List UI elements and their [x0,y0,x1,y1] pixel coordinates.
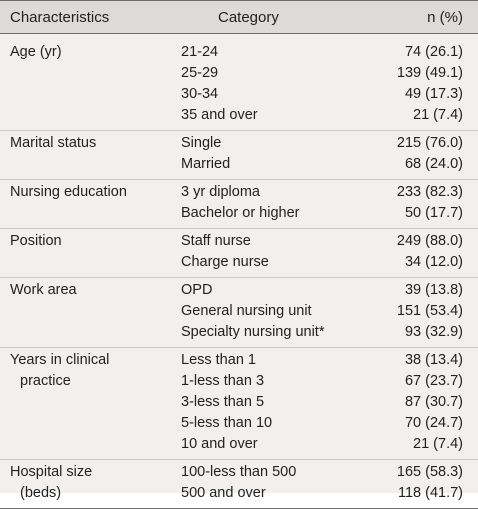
category-cell: 3-less than 5 [181,394,265,410]
n-cell: 165 (58.3) [396,464,463,480]
n-cell: 151 (53.4) [396,303,463,319]
table-row: 3 yr diploma 233 (82.3) [0,182,478,203]
table-row: Bachelor or higher 50 (17.7) [0,203,478,224]
group-label: Age (yr) [10,42,160,63]
table-body: Age (yr) 21-24 74 (26.1) 25-29 139 (49.1) … [0,40,478,509]
group-label-line: practice [20,373,71,389]
n-cell: 139 (49.1) [396,65,463,81]
n-cell: 87 (30.7) [404,394,463,410]
n-cell: 215 (76.0) [396,135,463,151]
n-cell: 49 (17.3) [404,86,463,102]
group-hospital-size: Hospital size (beds) 100-less than 500 16… [0,460,478,509]
category-cell: 1-less than 3 [181,373,265,389]
table-row: 21-24 74 (26.1) [0,42,478,63]
table-row: 1-less than 3 67 (23.7) [0,371,478,392]
group-label-line: Age (yr) [10,44,62,60]
group-label-line: Years in clinical [10,352,110,368]
n-cell: 39 (13.8) [404,282,463,298]
n-cell: 74 (26.1) [404,44,463,60]
group-position: Position Staff nurse 249 (88.0) Charge nu… [0,229,478,278]
category-cell: 30-34 [181,86,219,102]
category-cell: 35 and over [181,107,258,123]
header-category: Category [218,9,279,26]
table-row: General nursing unit 151 (53.4) [0,301,478,322]
table-row: 100-less than 500 165 (58.3) [0,462,478,483]
group-years-in-clinical-practice: Years in clinical practice Less than 1 38… [0,348,478,460]
group-label-line: Marital status [10,135,97,151]
n-cell: 38 (13.4) [404,352,463,368]
group-label-line: Work area [10,282,77,298]
category-cell: General nursing unit [181,303,312,319]
category-cell: Single [181,135,222,151]
n-cell: 34 (12.0) [404,254,463,270]
category-cell: Bachelor or higher [181,205,300,221]
group-label: Years in clinical practice [10,350,160,392]
header-characteristics: Characteristics [10,9,110,26]
table-row: 35 and over 21 (7.4) [0,105,478,126]
table-row: 5-less than 10 70 (24.7) [0,413,478,434]
category-cell: 3 yr diploma [181,184,260,200]
n-cell: 50 (17.7) [404,205,463,221]
table-row: Staff nurse 249 (88.0) [0,231,478,252]
table-row: Specialty nursing unit* 93 (32.9) [0,322,478,343]
group-label-line: Nursing education [10,184,127,200]
group-label-line: Hospital size [10,464,93,480]
category-cell: 10 and over [181,436,258,452]
n-cell: 249 (88.0) [396,233,463,249]
group-label: Nursing education [10,182,160,203]
table-row: 500 and over 118 (41.7) [0,483,478,504]
category-cell: Staff nurse [181,233,251,249]
category-cell: Less than 1 [181,352,256,368]
group-label: Work area [10,280,160,301]
table-row: Single 215 (76.0) [0,133,478,154]
header-n-percent: n (%) [427,9,463,26]
category-cell: OPD [181,282,213,298]
n-cell: 70 (24.7) [404,415,463,431]
table-row: Married 68 (24.0) [0,154,478,175]
table-row: Less than 1 38 (13.4) [0,350,478,371]
category-cell: Charge nurse [181,254,269,270]
n-cell: 233 (82.3) [396,184,463,200]
category-cell: 21-24 [181,44,219,60]
category-cell: 100-less than 500 [181,464,297,480]
category-cell: Married [181,156,231,172]
n-cell: 21 (7.4) [413,436,463,452]
n-cell: 93 (32.9) [404,324,463,340]
table-row: Charge nurse 34 (12.0) [0,252,478,273]
table-header: Characteristics Category n (%) [0,0,478,34]
n-cell: 21 (7.4) [413,107,463,123]
n-cell: 118 (41.7) [397,485,463,501]
category-cell: 25-29 [181,65,219,81]
table-row: 3-less than 5 87 (30.7) [0,392,478,413]
n-cell: 67 (23.7) [404,373,463,389]
category-cell: Specialty nursing unit* [181,324,325,340]
group-label-line: Position [10,233,62,249]
table-row: OPD 39 (13.8) [0,280,478,301]
category-cell: 5-less than 10 [181,415,273,431]
category-cell: 500 and over [181,485,266,501]
group-work-area: Work area OPD 39 (13.8) General nursing u… [0,278,478,348]
table-row: 10 and over 21 (7.4) [0,434,478,455]
group-marital-status: Marital status Single 215 (76.0) Married 6… [0,131,478,180]
table-row: 30-34 49 (17.3) [0,84,478,105]
group-nursing-education: Nursing education 3 yr diploma 233 (82.3)… [0,180,478,229]
n-cell: 68 (24.0) [404,156,463,172]
group-label: Marital status [10,133,160,154]
group-label: Position [10,231,160,252]
group-age: Age (yr) 21-24 74 (26.1) 25-29 139 (49.1) … [0,40,478,131]
table-row: 25-29 139 (49.1) [0,63,478,84]
